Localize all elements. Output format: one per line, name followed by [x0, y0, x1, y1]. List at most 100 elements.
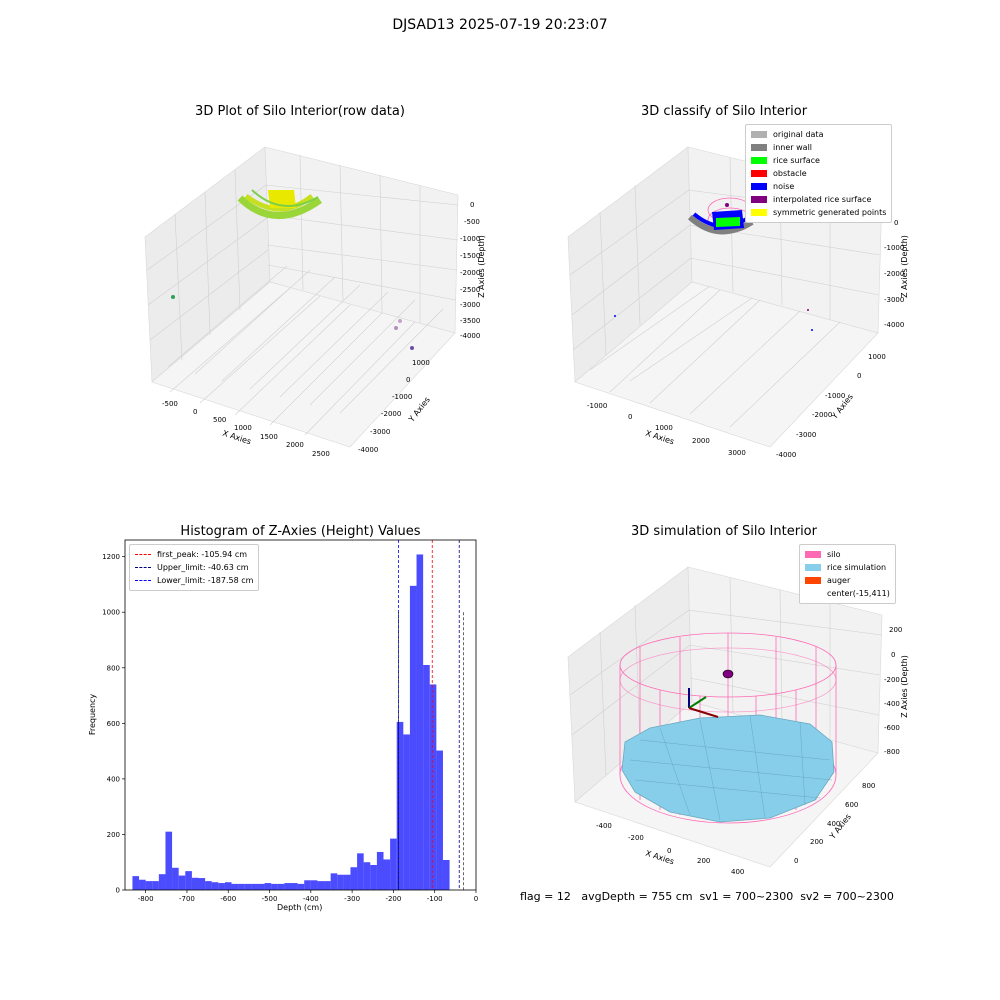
legend-label: original data — [773, 130, 824, 139]
histogram-bar — [132, 876, 140, 890]
raw-ytick: -3000 — [370, 428, 391, 436]
legend-swatch — [751, 183, 767, 190]
legend-label: auger — [827, 576, 851, 585]
sim-ytick: 800 — [862, 782, 876, 790]
legend-label: rice simulation — [827, 563, 887, 572]
raw-ztick: -2500 — [460, 286, 481, 294]
raw-ytick: 0 — [406, 376, 411, 384]
histogram-bar — [284, 883, 292, 890]
histogram-xtick-label: -600 — [220, 895, 236, 903]
histogram-bar — [370, 865, 377, 890]
classify-xtick: 0 — [628, 413, 633, 421]
raw-ytick: 1000 — [412, 359, 430, 367]
sim-xtick: 400 — [731, 868, 745, 876]
histogram-ytick-label: 800 — [107, 664, 120, 672]
classify-ytick: 1000 — [868, 353, 886, 361]
legend-item: original data — [751, 128, 886, 141]
raw-ytick: -2000 — [381, 410, 402, 418]
histogram-ytick-label: 400 — [107, 775, 120, 783]
legend-label: silo — [827, 550, 841, 559]
legend-swatch — [135, 567, 151, 568]
histogram-bar — [257, 883, 265, 890]
legend-label: interpolated rice surface — [773, 195, 872, 204]
histogram-xtick-label: 0 — [474, 895, 478, 903]
histogram-bar — [416, 554, 424, 890]
histogram-bar — [211, 882, 219, 890]
sim-plot-title: 3D simulation of Silo Interior — [631, 524, 817, 539]
raw-ztick: -1500 — [460, 252, 481, 260]
histogram-legend: first_peak: -105.94 cm Upper_limit: -40.… — [129, 544, 260, 591]
histogram-bar — [357, 853, 364, 890]
sim-ytick: 600 — [845, 801, 859, 809]
histogram-bar — [376, 851, 384, 890]
sim-ztick: 200 — [889, 626, 903, 634]
histogram-xtick-label: -200 — [385, 895, 401, 903]
histogram-bar — [218, 883, 225, 890]
raw-plot-title: 3D Plot of Silo Interior(row data) — [195, 104, 405, 119]
legend-swatch — [751, 157, 767, 164]
histogram-bar — [264, 883, 272, 890]
classify-xtick: 2000 — [692, 437, 710, 445]
histogram-bar — [297, 883, 305, 890]
legend-label: noise — [773, 182, 795, 191]
legend-swatch — [135, 580, 151, 581]
sim-ztick: -800 — [884, 748, 900, 756]
legend-item: inner wall — [751, 141, 886, 154]
histogram-xtick-label: -400 — [303, 895, 319, 903]
histogram-xtick-label: -100 — [427, 895, 443, 903]
histogram-bar — [224, 882, 232, 890]
legend-label: Upper_limit: -40.63 cm — [157, 563, 249, 572]
classify-ztick: -4000 — [884, 321, 905, 329]
raw-xtick: 1000 — [234, 424, 252, 432]
legend-label: obstacle — [773, 169, 807, 178]
histogram-bar — [403, 734, 410, 890]
sim-ytick: 0 — [794, 857, 799, 865]
histogram-bar — [178, 875, 186, 890]
histogram-xtick-label: -800 — [138, 895, 154, 903]
histogram-xtick-label: -300 — [344, 895, 360, 903]
raw-ztick: -500 — [464, 218, 480, 226]
histogram-title: Histogram of Z-Axies (Height) Values — [180, 524, 421, 539]
histogram-bar — [363, 862, 371, 890]
legend-label: rice surface — [773, 156, 820, 165]
rice-simulation-surface — [621, 714, 835, 823]
classify-xtick: -1000 — [587, 402, 608, 410]
histogram-bar — [185, 871, 192, 890]
histogram-ytick-label: 0 — [116, 887, 120, 895]
histogram-bar — [350, 867, 358, 890]
histogram-bar — [145, 881, 153, 890]
classify-plot-title: 3D classify of Silo Interior — [640, 104, 808, 119]
histogram-bar — [310, 880, 318, 890]
histogram-bar — [337, 874, 344, 890]
legend-label: inner wall — [773, 143, 813, 152]
legend-item: silo — [805, 548, 890, 561]
classify-ytick: -2000 — [812, 411, 833, 419]
histogram-bar — [191, 877, 199, 890]
histogram-ytick-label: 1000 — [102, 609, 120, 617]
sim-xtick: -400 — [596, 822, 612, 830]
histogram-bar — [158, 874, 166, 890]
histogram-frame — [124, 539, 477, 891]
legend-item: center(-15,411) — [805, 587, 890, 600]
sim-legend: silo rice simulation auger center(-15,41… — [799, 544, 896, 604]
status-footer: flag = 12 avgDepth = 755 cm sv1 = 700~23… — [520, 890, 894, 903]
sim-z-label: Z Axies (Depth) — [899, 655, 909, 718]
raw-xtick: -500 — [162, 400, 178, 408]
histogram-bar — [304, 880, 311, 890]
legend-item: symmetric generated points — [751, 206, 886, 219]
raw-xtick: 1500 — [260, 433, 278, 441]
classify-point-cloud — [614, 197, 813, 331]
histogram-bar — [390, 838, 397, 890]
histogram-bar — [251, 883, 258, 890]
raw-ytick: -4000 — [358, 446, 379, 454]
histogram-bar — [198, 878, 206, 890]
histogram-xtick-label: -500 — [262, 895, 278, 903]
legend-swatch — [135, 554, 151, 555]
histogram-ytick-label: 1200 — [102, 553, 120, 561]
histogram-bar — [396, 721, 404, 890]
histogram-bar — [238, 883, 245, 890]
legend-item: obstacle — [751, 167, 886, 180]
histogram-bar — [291, 883, 298, 890]
